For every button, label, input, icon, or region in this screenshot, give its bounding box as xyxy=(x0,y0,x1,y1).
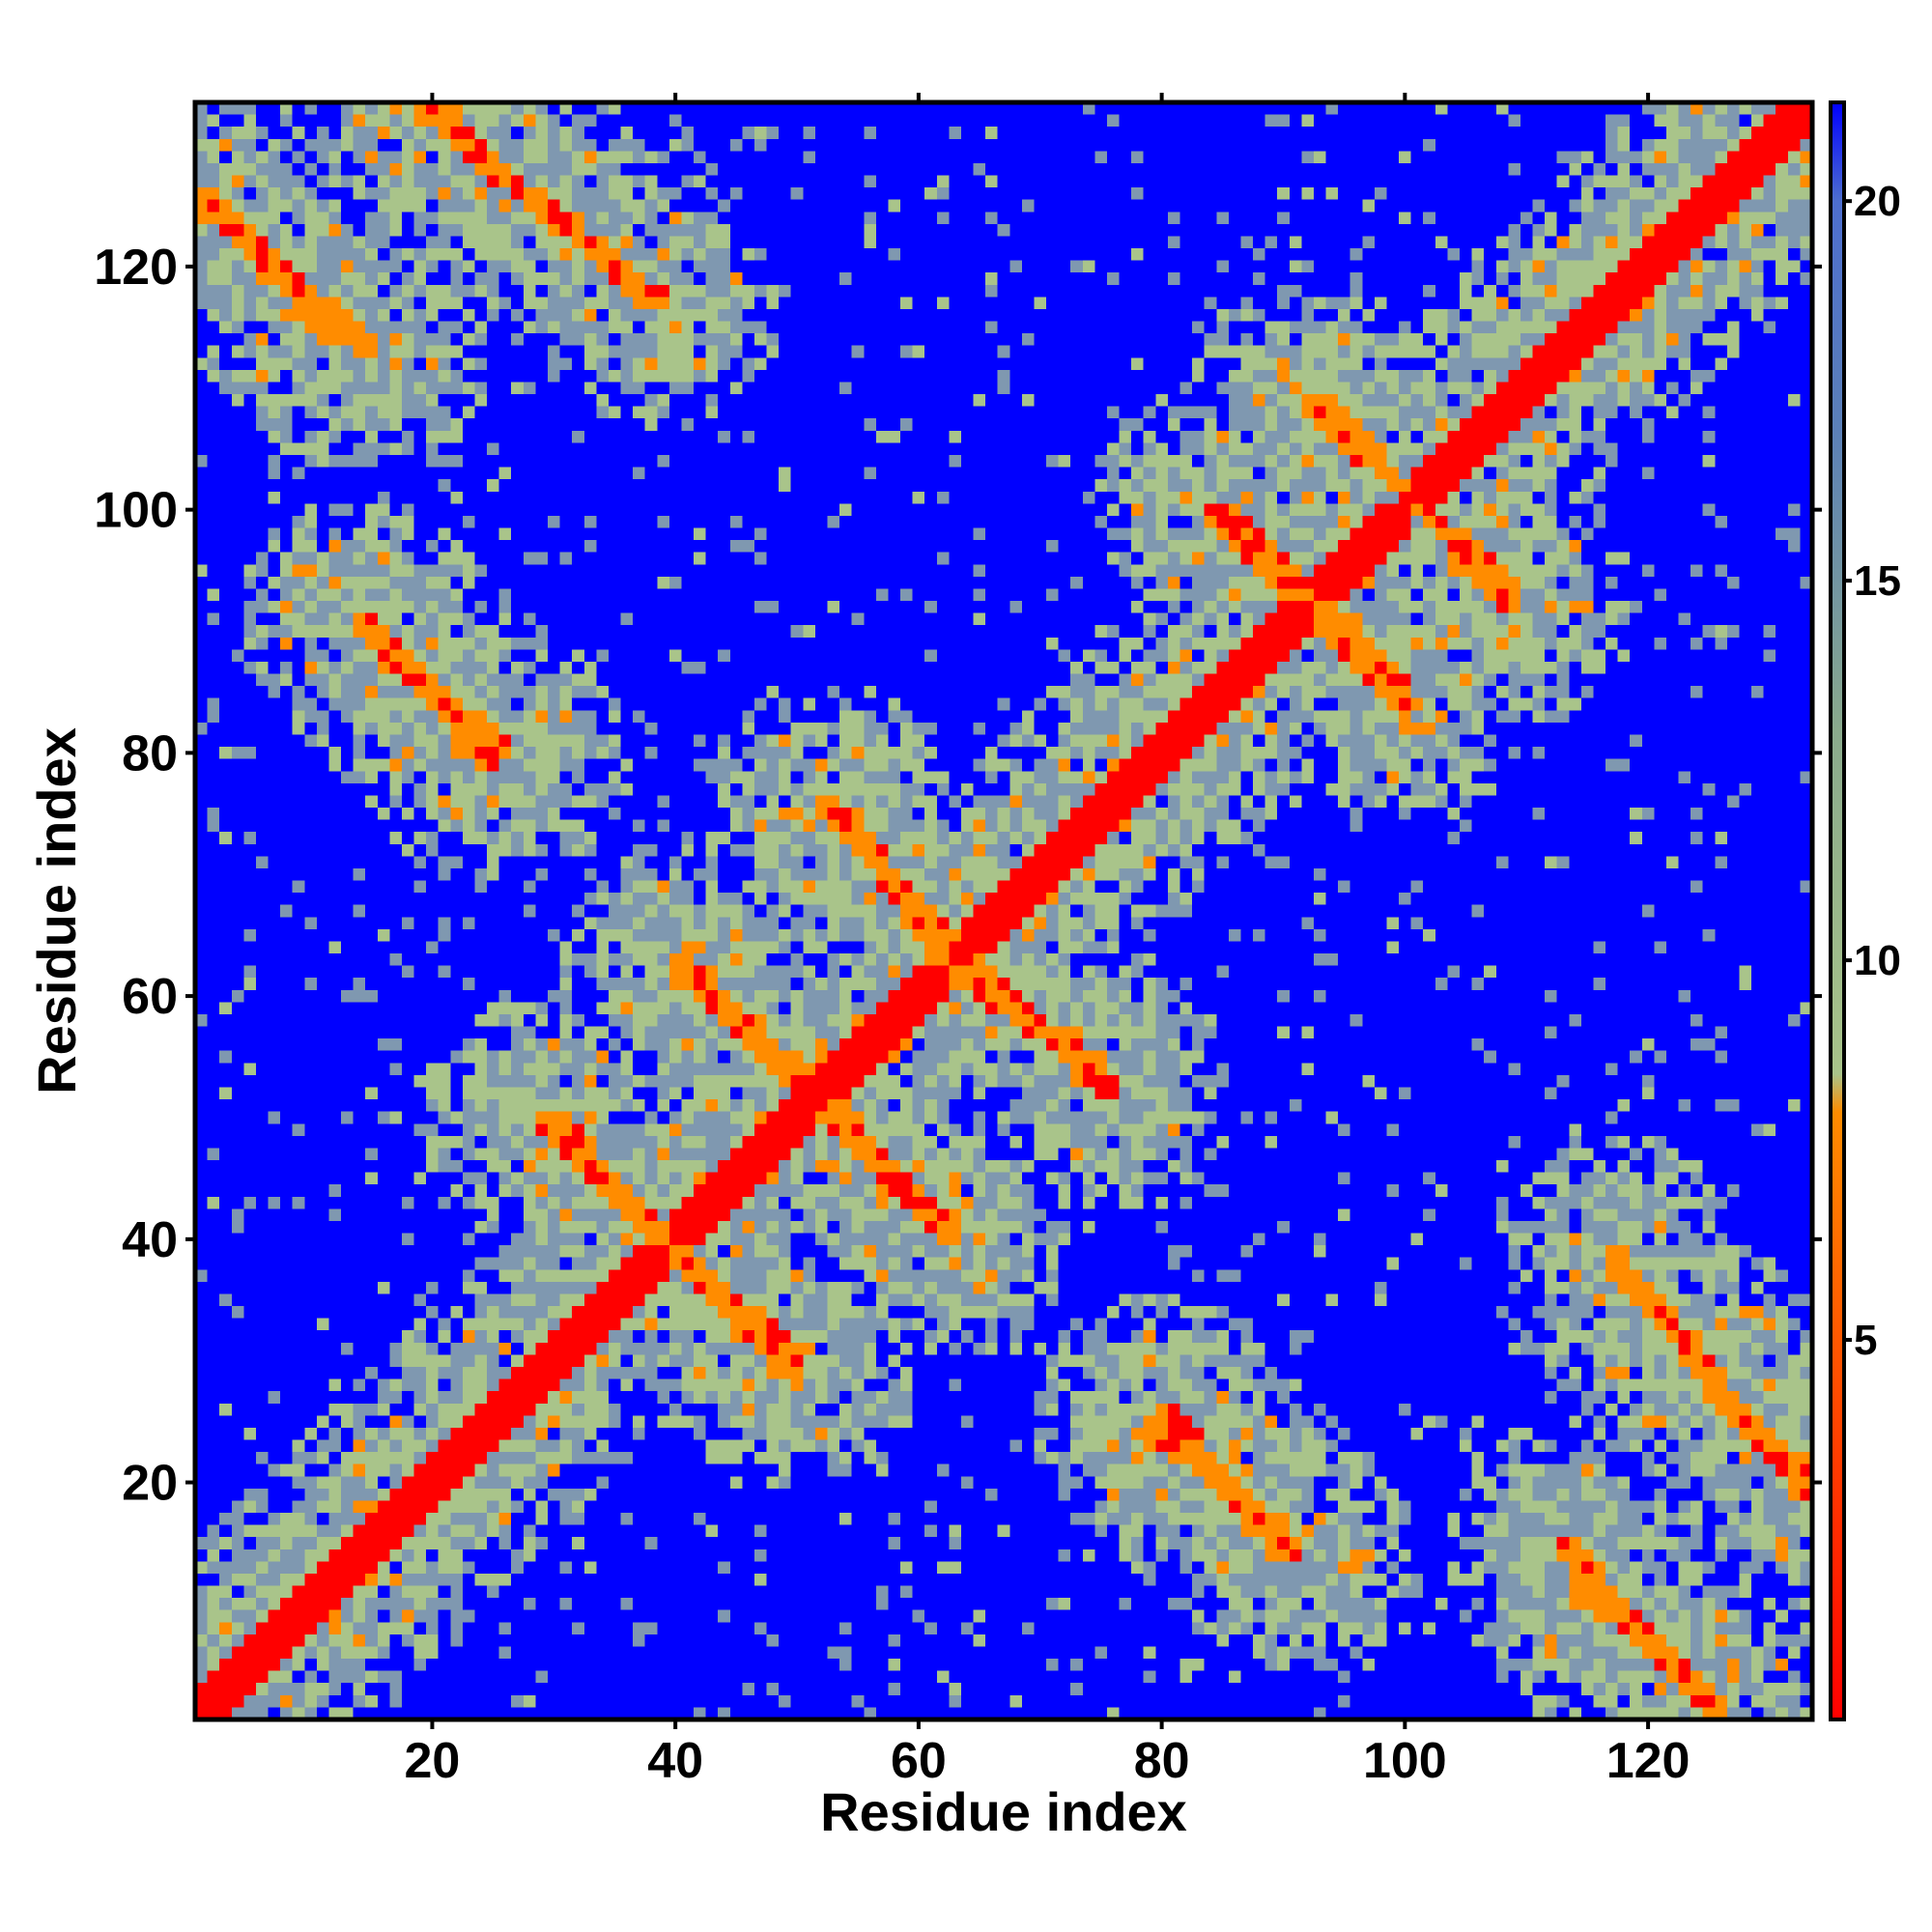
x-tick-label: 20 xyxy=(405,1733,461,1789)
y-axis-title: Residue index xyxy=(26,727,87,1094)
y-tick-label: 120 xyxy=(94,240,178,296)
y-tick-label: 60 xyxy=(122,969,178,1025)
colorbar xyxy=(1829,100,1846,1721)
colorbar-ticks: 5 10 15 20 xyxy=(1844,178,1901,1364)
x-axis: 20 40 60 80 100 120 xyxy=(405,93,1690,1789)
x-tick-label: 40 xyxy=(647,1733,703,1789)
x-axis-title: Residue index xyxy=(820,1781,1187,1842)
colorbar-tick-label: 10 xyxy=(1854,937,1901,984)
y-tick-label: 40 xyxy=(122,1212,178,1268)
y-tick-label: 20 xyxy=(122,1456,178,1512)
x-tick-label: 120 xyxy=(1606,1733,1690,1789)
plot-frame xyxy=(192,99,1815,1722)
y-axis: 20 40 60 80 100 120 xyxy=(94,240,1822,1512)
colorbar-tick-label: 20 xyxy=(1854,178,1901,225)
x-tick-label: 100 xyxy=(1363,1733,1447,1789)
x-tick-label: 60 xyxy=(891,1733,947,1789)
colorbar-tick-label: 5 xyxy=(1854,1317,1877,1364)
y-tick-label: 100 xyxy=(94,483,178,539)
x-tick-label: 80 xyxy=(1134,1733,1190,1789)
heatmap-cells xyxy=(195,102,1812,1719)
colorbar-tick-label: 15 xyxy=(1854,557,1901,605)
y-tick-label: 80 xyxy=(122,725,178,781)
